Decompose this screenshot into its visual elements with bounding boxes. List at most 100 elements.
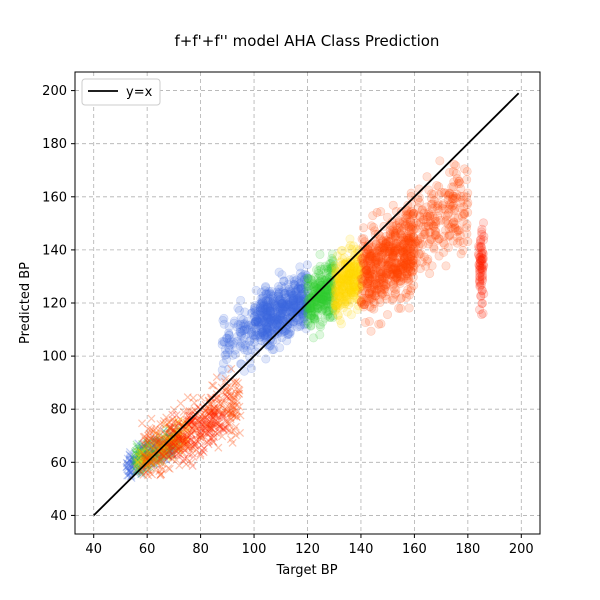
data-point	[340, 274, 350, 284]
data-point	[310, 296, 320, 306]
data-point	[278, 296, 288, 306]
data-point	[346, 297, 356, 307]
data-point	[390, 270, 400, 280]
data-point	[337, 296, 347, 306]
data-point	[319, 295, 329, 305]
data-point	[335, 282, 345, 292]
data-point	[366, 221, 376, 231]
data-point	[250, 312, 260, 322]
data-point	[307, 295, 317, 305]
data-point	[360, 318, 370, 328]
data-point	[247, 308, 257, 318]
data-point	[392, 239, 402, 249]
data-point	[409, 208, 419, 218]
data-point	[285, 275, 295, 285]
data-point	[278, 287, 288, 297]
data-point	[382, 294, 392, 304]
data-point	[264, 326, 274, 336]
data-point	[235, 327, 245, 337]
y-tick-label: 60	[50, 456, 67, 471]
data-point	[251, 323, 261, 333]
data-point	[293, 284, 303, 294]
data-point	[462, 219, 472, 229]
data-point	[318, 280, 328, 290]
data-point	[272, 313, 282, 323]
data-point	[273, 299, 283, 309]
data-point	[303, 278, 313, 288]
data-point	[250, 331, 260, 341]
data-point	[351, 286, 361, 296]
data-point	[228, 350, 238, 360]
data-point	[277, 315, 287, 325]
data-point	[357, 296, 367, 306]
data-point	[258, 293, 268, 303]
data-point	[303, 281, 313, 291]
data-point	[332, 278, 342, 288]
data-point	[268, 307, 278, 317]
data-point	[310, 314, 320, 324]
data-point	[349, 241, 359, 251]
data-point	[405, 243, 415, 253]
data-point	[400, 266, 410, 276]
data-point	[349, 288, 359, 298]
data-point	[331, 286, 341, 296]
data-point	[269, 344, 279, 354]
data-point	[335, 315, 345, 325]
data-point	[268, 319, 278, 329]
data-point	[262, 313, 272, 323]
data-point	[327, 279, 337, 289]
data-point	[272, 303, 282, 313]
data-point	[318, 277, 328, 287]
data-point	[276, 296, 286, 306]
data-point	[328, 299, 338, 309]
data-point	[291, 302, 301, 312]
data-point	[260, 337, 270, 347]
data-point	[312, 310, 322, 320]
data-point	[340, 291, 350, 301]
data-point	[349, 293, 359, 303]
data-point	[262, 298, 272, 308]
data-point	[264, 323, 274, 333]
data-point	[320, 313, 330, 323]
y-axis-label: Predicted BP	[18, 262, 33, 344]
data-point	[395, 265, 405, 275]
data-point	[337, 294, 347, 304]
data-point	[352, 281, 362, 291]
data-point	[263, 303, 273, 313]
data-point	[255, 305, 265, 315]
data-point	[296, 294, 306, 304]
data-point	[306, 320, 316, 330]
data-point	[348, 266, 358, 276]
data-point	[311, 301, 321, 311]
data-point	[339, 289, 349, 299]
data-point	[346, 275, 356, 285]
data-point	[329, 263, 339, 273]
data-point	[371, 258, 381, 268]
data-point	[218, 358, 228, 368]
data-point	[404, 231, 414, 241]
data-point	[331, 285, 341, 295]
data-point	[257, 311, 267, 321]
data-point	[441, 211, 451, 221]
data-point	[318, 305, 328, 315]
data-point	[266, 306, 276, 316]
data-point	[261, 283, 271, 293]
data-point	[282, 293, 292, 303]
data-point	[305, 280, 315, 290]
data-point	[362, 249, 372, 259]
data-point	[275, 315, 285, 325]
data-point	[320, 291, 330, 301]
data-point	[242, 316, 252, 326]
data-point	[235, 341, 245, 351]
data-point	[325, 296, 335, 306]
data-point	[288, 300, 298, 310]
data-point	[322, 292, 332, 302]
data-point	[342, 307, 352, 317]
data-point	[262, 302, 272, 312]
data-point	[375, 242, 385, 252]
data-point	[262, 318, 272, 328]
data-point	[314, 303, 324, 313]
data-point	[244, 320, 254, 330]
data-point	[285, 301, 295, 311]
data-point	[224, 345, 234, 355]
